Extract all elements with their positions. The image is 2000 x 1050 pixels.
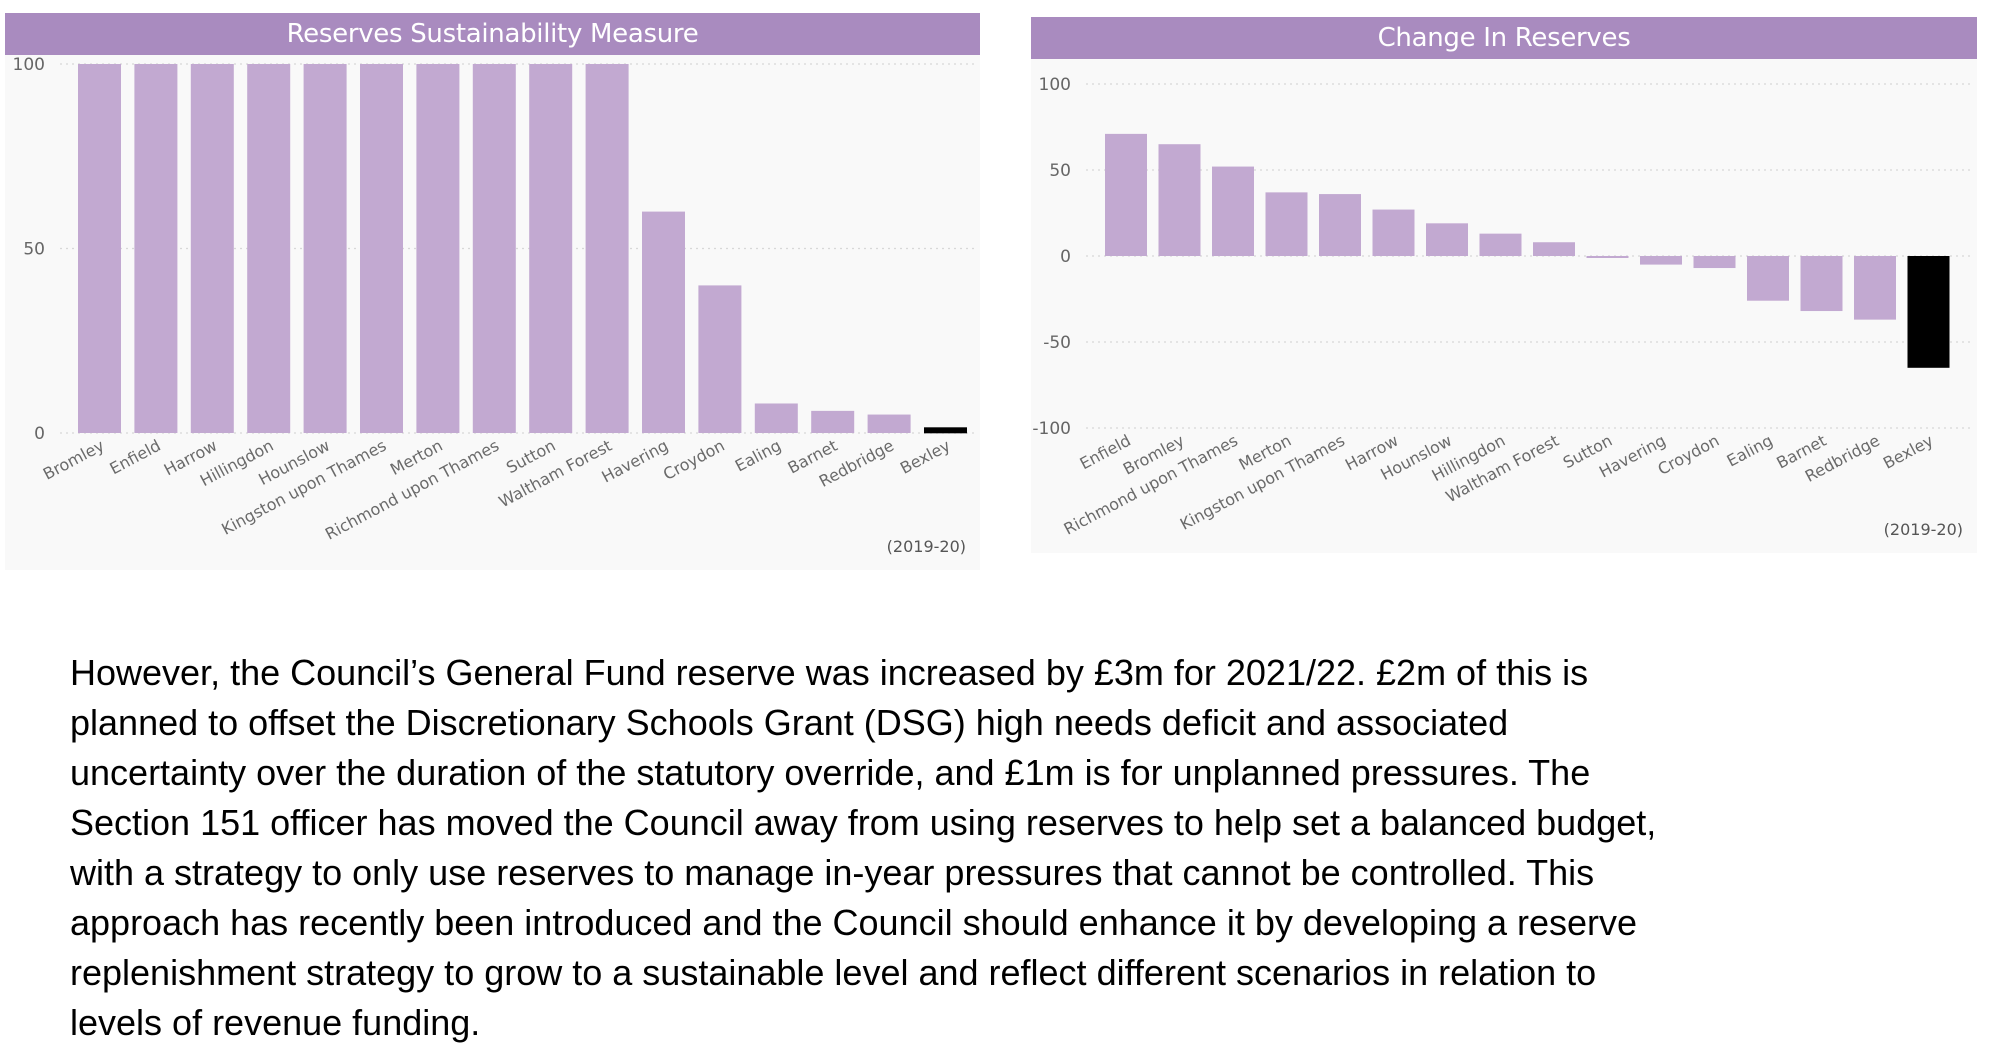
paragraph-line: uncertainty over the duration of the sta… <box>70 752 1591 793</box>
y-tick-label: 100 <box>1039 75 1071 95</box>
y-tick-label: 50 <box>1049 161 1071 181</box>
bar-bromley <box>78 64 121 433</box>
x-tick-label: Croydon <box>660 436 728 484</box>
bar-hillingdon <box>247 64 291 433</box>
y-tick-label: -100 <box>1032 419 1071 439</box>
x-tick-label: Bexley <box>897 436 953 478</box>
x-tick-label: Ealing <box>1724 431 1776 471</box>
bar-barnet <box>811 410 855 433</box>
bar-redbridge <box>867 414 911 433</box>
y-tick-label: 50 <box>23 240 45 260</box>
bar-waltham-forest <box>585 64 629 433</box>
y-tick-label: 100 <box>13 55 45 75</box>
bar-harrow <box>1372 209 1415 256</box>
paragraph-line: planned to offset the Discretionary Scho… <box>70 702 1509 743</box>
paragraph-line: approach has recently been introduced an… <box>70 902 1638 943</box>
bar-hillingdon <box>1479 233 1522 256</box>
chart-title: Change In Reserves <box>1031 17 1977 59</box>
bar-waltham-forest <box>1533 242 1575 256</box>
paragraph-line: However, the Council’s General Fund rese… <box>70 652 1589 693</box>
body-paragraph: However, the Council’s General Fund rese… <box>70 648 1970 1048</box>
bar-havering <box>642 211 685 433</box>
x-tick-label: Enfield <box>106 436 163 478</box>
paragraph-line: replenishment strategy to grow to a sust… <box>70 952 1597 993</box>
change-in-reserves-chart: Change In Reserves -100 -50 0 50 100 Enfield B… <box>1031 17 1977 553</box>
reserves-sustainability-chart: Reserves Sustainability Measure 0 50 100 Br… <box>5 13 980 570</box>
y-tick-label: 0 <box>34 424 45 444</box>
x-tick-label: Ealing <box>732 436 784 476</box>
bar-redbridge <box>1854 256 1896 320</box>
bar-sutton <box>1586 256 1629 258</box>
bar-richmond-upon-thames <box>1212 166 1254 256</box>
y-tick-label: -50 <box>1043 333 1071 353</box>
bar-croydon <box>1693 256 1736 269</box>
bar-kingston-upon-thames <box>360 64 403 433</box>
bar-harrow <box>190 64 234 433</box>
x-tick-label: Croydon <box>1655 431 1723 479</box>
bar-sutton <box>529 64 573 433</box>
year-note: (2019-20) <box>1883 520 1963 539</box>
bar-ealing <box>754 403 798 433</box>
bar-kingston-upon-thames <box>1319 194 1361 256</box>
paragraph-line: with a strategy to only use reserves to … <box>70 852 1595 893</box>
bar-ealing <box>1747 256 1789 301</box>
x-tick-label: Bromley <box>40 436 107 484</box>
bar-enfield <box>134 64 178 433</box>
bar-bexley <box>1907 256 1950 368</box>
bar-croydon <box>698 285 742 433</box>
y-tick-label: 0 <box>1060 247 1071 267</box>
bar-bromley <box>1158 144 1201 256</box>
paragraph-line: levels of revenue funding. <box>70 1002 481 1043</box>
bar-richmond-upon-thames <box>472 64 516 433</box>
bar-bexley <box>924 427 967 434</box>
bar-havering <box>1640 256 1682 265</box>
x-tick-label: Bexley <box>1880 431 1936 473</box>
bar-hounslow <box>1426 223 1468 256</box>
bar-merton <box>1265 192 1308 256</box>
year-note: (2019-20) <box>886 537 966 556</box>
bar-barnet <box>1800 256 1843 312</box>
paragraph-line: Section 151 officer has moved the Counci… <box>70 802 1657 843</box>
bar-hounslow <box>303 64 347 433</box>
bar-merton <box>416 64 460 433</box>
chart-title: Reserves Sustainability Measure <box>5 13 980 55</box>
bar-enfield <box>1105 133 1147 256</box>
